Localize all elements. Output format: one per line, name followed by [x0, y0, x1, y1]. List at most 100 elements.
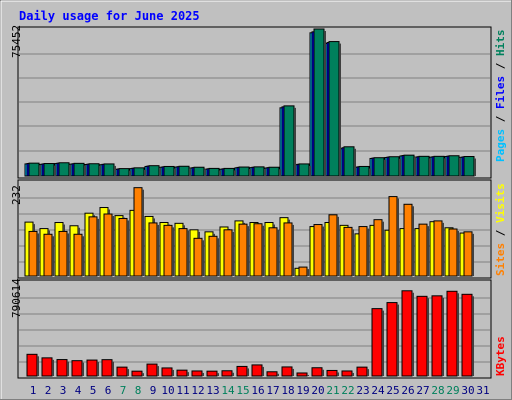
bar-hits-day-28 [433, 155, 445, 177]
panel3-legend: KBytes [494, 336, 507, 376]
legend-sites: Sites [494, 243, 507, 276]
bar-shadow [172, 227, 174, 276]
bar-hits-day-21 [328, 41, 340, 177]
bar-shadow [474, 158, 476, 176]
bar-kbytes-day-12 [191, 370, 203, 377]
bar-shadow [142, 373, 144, 376]
bar-hits-day-14 [223, 167, 235, 177]
x-tick-label: 8 [135, 384, 142, 397]
x-tick-label: 28 [431, 384, 444, 397]
x-tick-label: 19 [296, 384, 309, 397]
bar-sites-day-4 [73, 233, 83, 277]
legend-files: Files [494, 76, 507, 109]
bar-shadow [414, 157, 416, 176]
panel1-legend: Pages / Files / Hits [494, 30, 507, 163]
bar-sites-day-6 [103, 213, 113, 277]
bar-hits-day-23 [358, 165, 370, 177]
bar-shadow [174, 168, 176, 176]
bar-shadow [247, 226, 249, 276]
bar-sites-day-20 [313, 224, 323, 277]
bar-kbytes-day-29 [446, 290, 458, 377]
x-tick-label: 15 [236, 384, 249, 397]
bar-shadow [262, 366, 264, 376]
x-tick-label: 6 [105, 384, 112, 397]
bar-kbytes-day-4 [71, 360, 83, 377]
bar-kbytes-day-24 [371, 308, 383, 377]
bar-shadow [307, 374, 309, 376]
bar-shadow [294, 107, 296, 176]
bar-hits-day-27 [418, 155, 430, 177]
bar-shadow [52, 236, 54, 276]
bar-hits-day-25 [388, 156, 400, 177]
bar-shadow [367, 228, 369, 276]
x-tick-label: 12 [191, 384, 204, 397]
bar-shadow [232, 231, 234, 276]
bar-kbytes-day-9 [146, 363, 158, 377]
bar-hits-day-13 [208, 167, 220, 177]
bar-hits-day-11 [178, 165, 190, 177]
bar-sites-day-1 [28, 230, 38, 277]
bar-shadow [67, 233, 69, 276]
x-tick-label: 25 [386, 384, 399, 397]
bar-kbytes-day-18 [281, 366, 293, 377]
bar-kbytes-day-7 [116, 366, 128, 377]
x-axis-day-labels: 1 2 3 4 5 6 7 8 9 10 11 12 13 14 15 16 17 18 19 20 21 22 23 24 2… [30, 384, 490, 397]
bar-shadow [54, 165, 56, 176]
bar-hits-day-20 [313, 28, 325, 177]
bar-shadow [457, 293, 459, 376]
bar-shadow [189, 168, 191, 176]
bar-hits-day-10 [163, 165, 175, 177]
bar-hits-day-24 [373, 157, 385, 177]
bar-sites-day-9 [148, 222, 158, 277]
bar-sites-day-5 [88, 216, 98, 277]
bar-hits-day-19 [298, 163, 310, 177]
bar-sites-day-3 [58, 230, 68, 277]
bar-shadow [202, 240, 204, 276]
bar-shadow [277, 373, 279, 376]
bar-shadow [397, 198, 399, 276]
bar-sites-day-12 [193, 237, 203, 277]
x-tick-label: 4 [75, 384, 82, 397]
x-tick-label: 30 [461, 384, 474, 397]
bars [24, 28, 476, 377]
bar-sites-day-28 [433, 220, 443, 277]
bar-hits-day-17 [268, 166, 280, 177]
bar-shadow [97, 362, 99, 376]
legend-kbytes: KBytes [494, 336, 507, 376]
bar-shadow [129, 170, 131, 176]
x-tick-label: 23 [356, 384, 369, 397]
bar-shadow [307, 269, 309, 276]
bar-sites-day-18 [283, 222, 293, 277]
bar-hits-day-6 [103, 163, 115, 177]
x-tick-label: 20 [311, 384, 324, 397]
bar-shadow [279, 169, 281, 176]
panel1-max-label: 75452 [10, 25, 23, 58]
bar-shadow [382, 310, 384, 376]
bar-shadow [187, 230, 189, 276]
bar-shadow [322, 369, 324, 376]
bar-shadow [37, 233, 39, 276]
bar-shadow [292, 224, 294, 276]
bar-hits-day-5 [88, 163, 100, 177]
bar-shadow [354, 148, 356, 176]
bar-kbytes-day-25 [386, 302, 398, 377]
x-tick-label: 24 [371, 384, 385, 397]
bar-hits-day-18 [283, 105, 295, 177]
bar-kbytes-day-10 [161, 367, 173, 377]
bar-shadow [309, 165, 311, 176]
bar-hits-day-12 [193, 166, 205, 177]
x-tick-label: 13 [206, 384, 219, 397]
legend-sep-2: / [494, 56, 507, 76]
bar-shadow [204, 169, 206, 176]
x-tick-label: 21 [326, 384, 339, 397]
bar-shadow [172, 369, 174, 376]
bar-sites-day-21 [328, 214, 338, 277]
x-tick-label: 14 [221, 384, 235, 397]
bar-sites-day-24 [373, 219, 383, 277]
bar-kbytes-day-22 [341, 370, 353, 377]
bar-shadow [427, 298, 429, 376]
bar-shadow [82, 362, 84, 376]
bar-kbytes-day-6 [101, 359, 113, 377]
bar-kbytes-day-15 [236, 365, 248, 377]
